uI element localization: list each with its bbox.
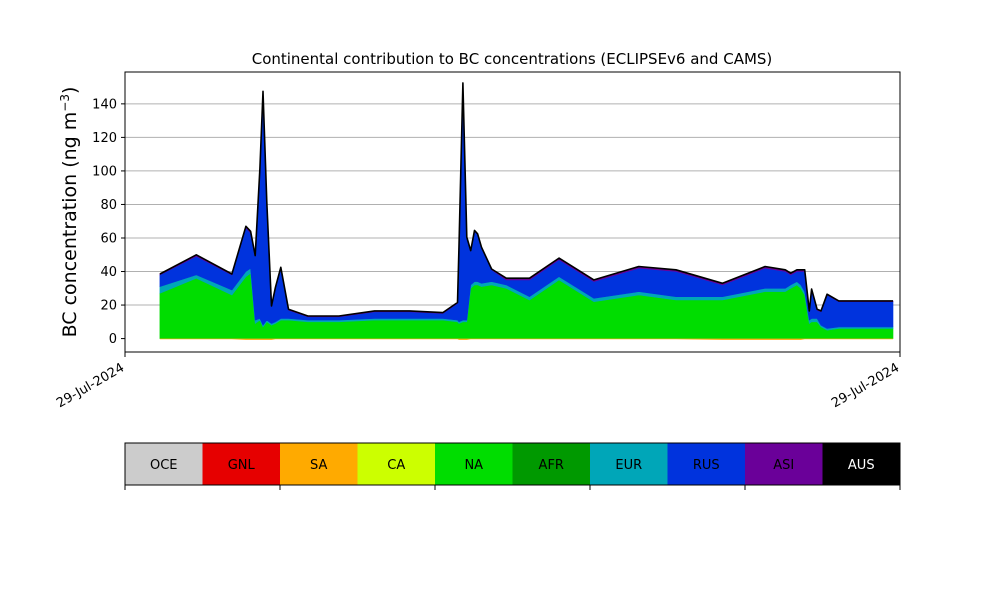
y-tick-label: 20 bbox=[100, 299, 117, 314]
legend-label-ca: CA bbox=[387, 458, 405, 473]
legend-frame bbox=[124, 442, 901, 486]
legend-swatch-asi bbox=[745, 443, 823, 485]
y-tick-label: 60 bbox=[100, 231, 117, 246]
y-axis: 0 20 40 60 80 100 120 140 bbox=[92, 97, 125, 347]
y-axis-label-exponent: −3 bbox=[58, 94, 72, 112]
y-axis-label-close: ) bbox=[59, 87, 81, 94]
legend-swatch-rus bbox=[667, 443, 745, 485]
legend-label-asi: ASI bbox=[773, 458, 794, 473]
y-tick-label: 40 bbox=[100, 265, 117, 280]
legend-swatch-sa bbox=[280, 443, 358, 485]
legend-swatch-afr bbox=[512, 443, 590, 485]
stacked-areas bbox=[159, 82, 894, 340]
chart-title: Continental contribution to BC concentra… bbox=[252, 50, 773, 68]
legend-swatch-aus bbox=[822, 443, 900, 485]
x-tick-label: 29-Jul-2024 bbox=[54, 360, 127, 411]
legend-swatch-ca bbox=[357, 443, 435, 485]
x-tick-label: 29-Jul-2024 bbox=[829, 360, 902, 411]
x-axis: 29-Jul-2024 29-Jul-2024 bbox=[54, 352, 902, 411]
y-tick-label: 100 bbox=[92, 164, 117, 179]
legend-swatch-eur bbox=[590, 443, 668, 485]
colorbar-legend: OCE GNL SA CA NA AFR EUR RUS ASI AUS bbox=[124, 442, 901, 490]
plot-frame bbox=[124, 71, 901, 353]
y-axis-label: BC concentration (ng m−3) bbox=[58, 87, 81, 338]
y-tick-label: 120 bbox=[92, 131, 117, 146]
y-tick-label: 0 bbox=[109, 332, 117, 347]
legend-swatch-na bbox=[435, 443, 513, 485]
y-tick-label: 140 bbox=[92, 97, 117, 112]
area-series-sa bbox=[159, 338, 893, 340]
legend-label-gnl: GNL bbox=[228, 458, 256, 473]
legend-label-aus: AUS bbox=[848, 458, 875, 473]
total-line bbox=[159, 82, 893, 317]
y-axis-label-main: BC concentration (ng m bbox=[59, 112, 81, 338]
legend-label-afr: AFR bbox=[539, 458, 564, 473]
y-tick-label: 80 bbox=[100, 198, 117, 213]
legend-label-oce: OCE bbox=[150, 458, 178, 473]
legend-label-eur: EUR bbox=[615, 458, 642, 473]
legend-label-na: NA bbox=[464, 458, 483, 473]
legend-swatch-oce bbox=[125, 443, 203, 485]
legend-swatch-gnl bbox=[202, 443, 280, 485]
legend-label-sa: SA bbox=[310, 458, 327, 473]
legend-label-rus: RUS bbox=[693, 458, 720, 473]
